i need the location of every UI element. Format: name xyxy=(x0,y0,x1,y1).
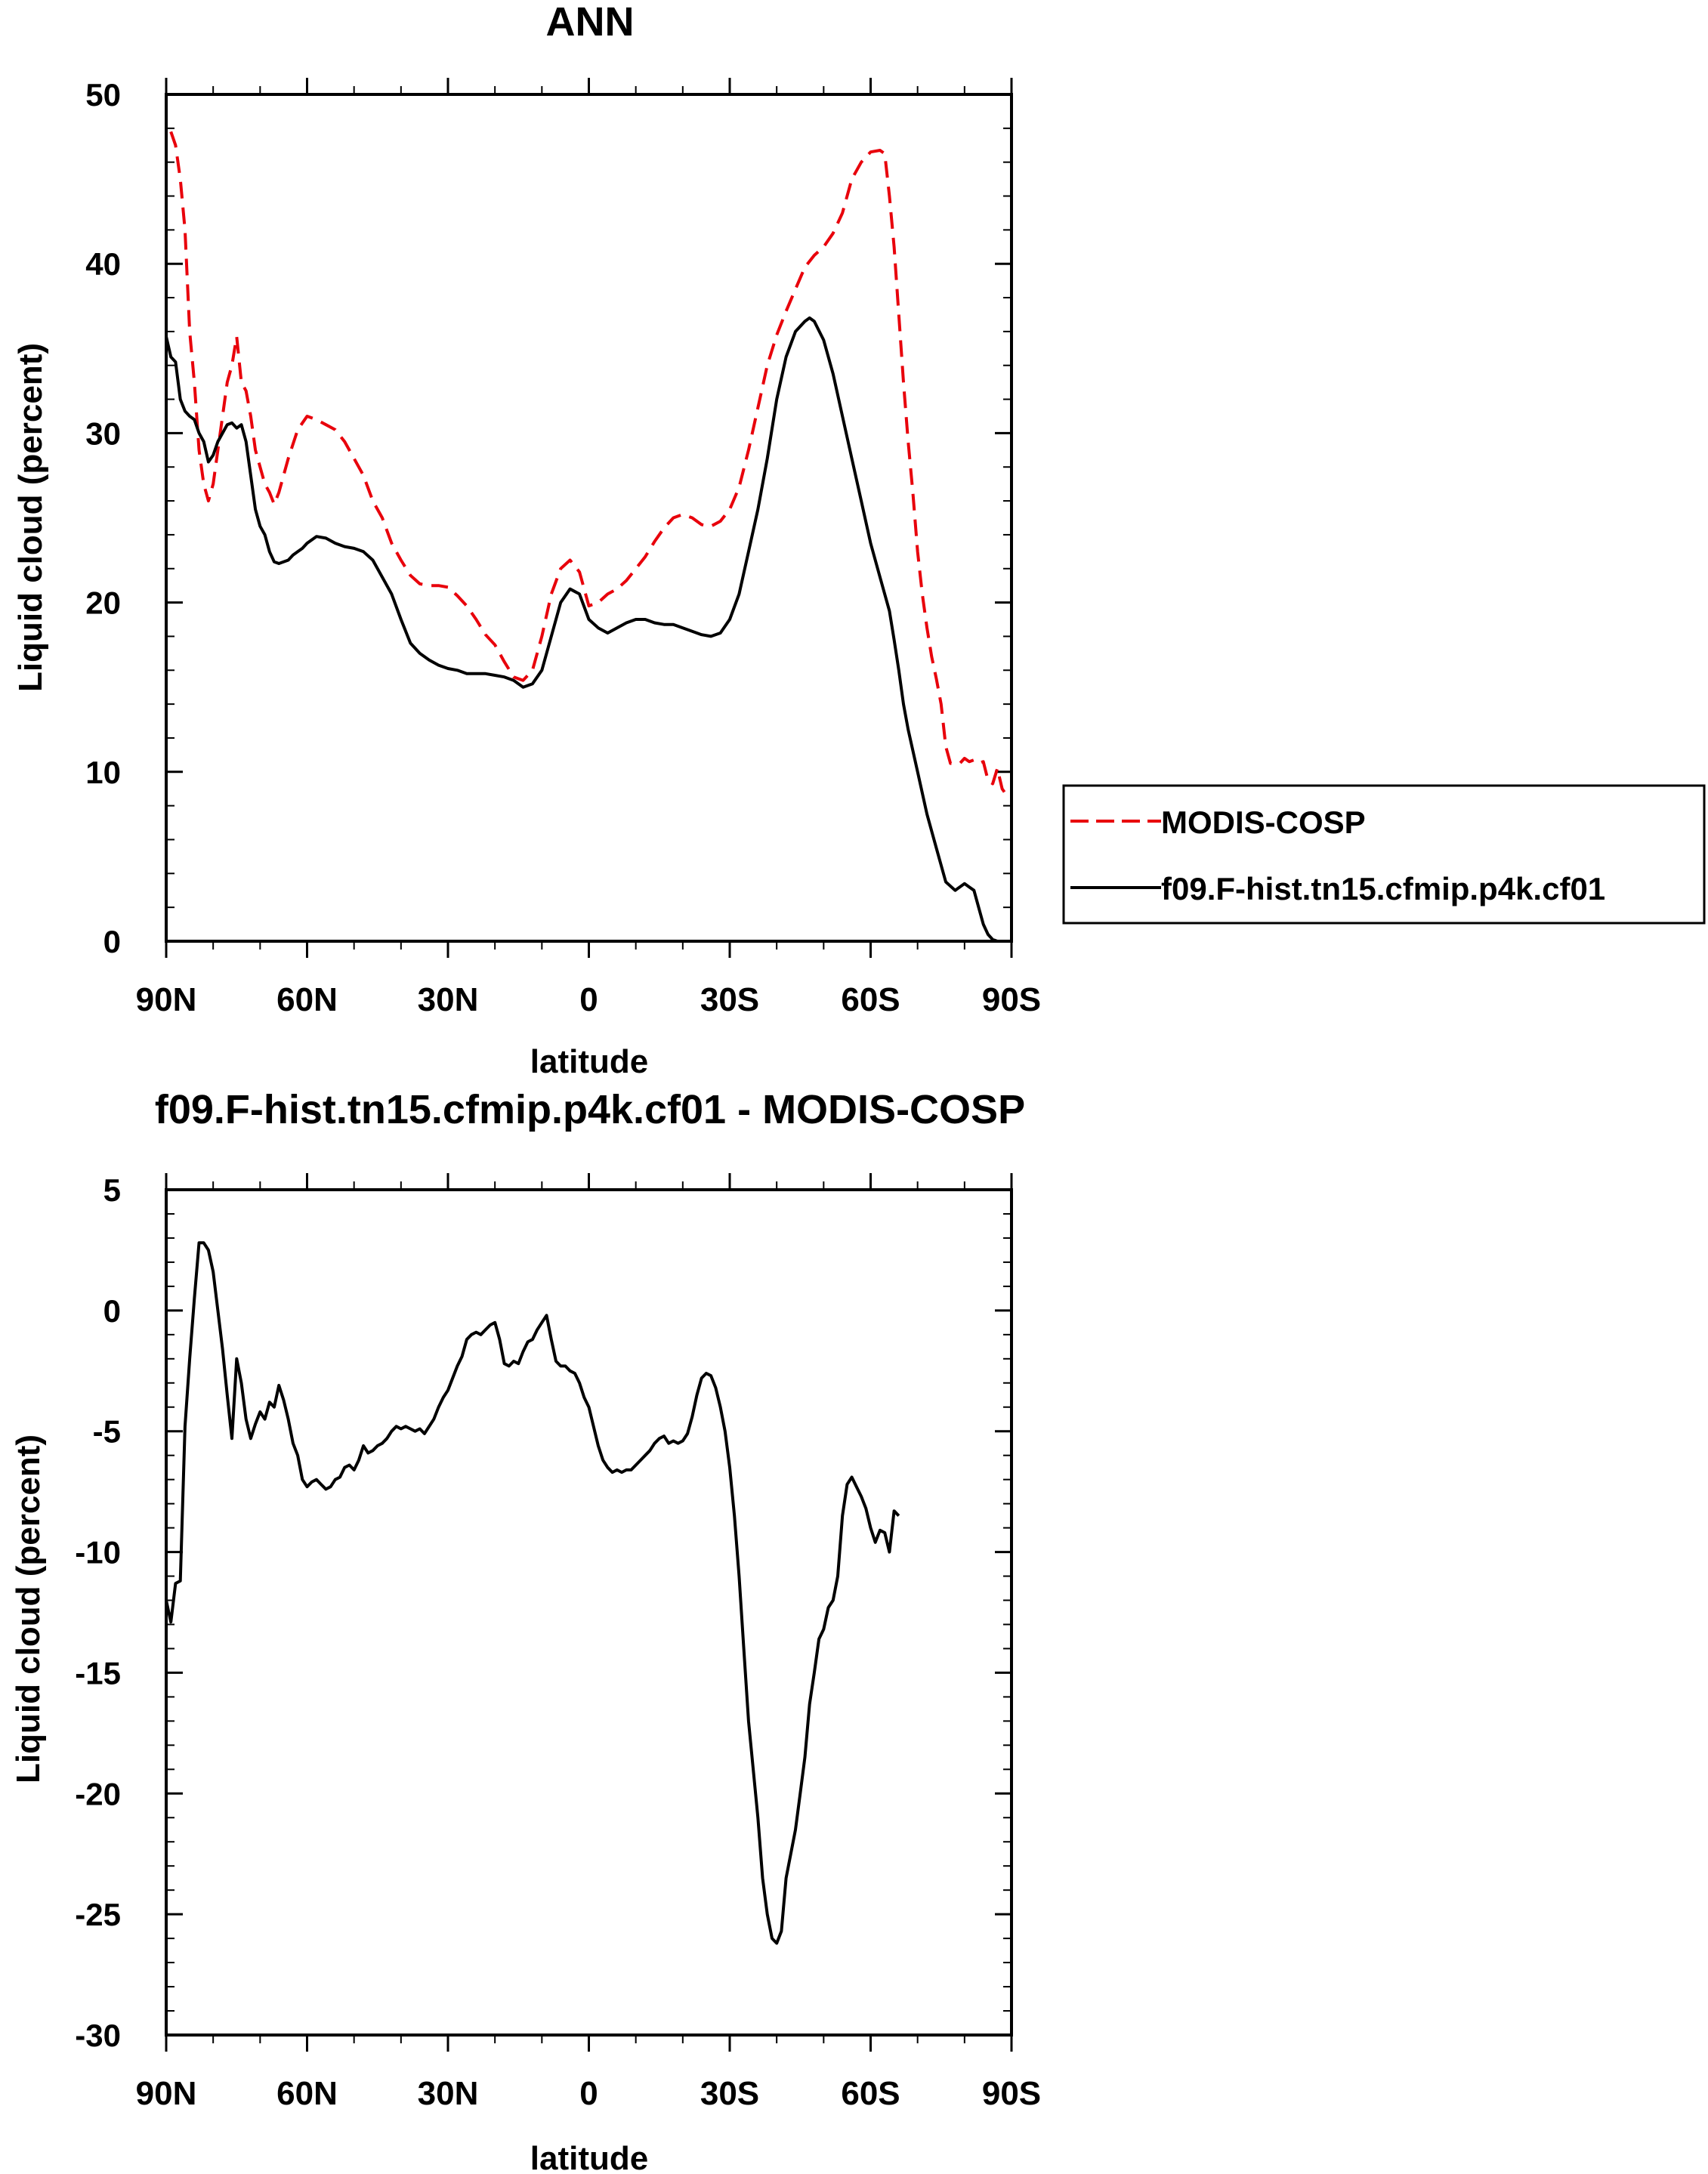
bottom-y-tick-label: 5 xyxy=(103,1172,121,1208)
bottom-x-tick-label: 90N xyxy=(136,2075,197,2112)
bottom-x-tick-label: 60S xyxy=(841,2075,900,2112)
top-chart-y-tick-labels: 0 10 20 30 40 50 xyxy=(85,77,121,959)
top-chart-y-axis-label: Liquid cloud (percent) xyxy=(12,343,49,692)
top-x-tick-label: 30N xyxy=(418,981,479,1018)
top-chart-x-tick-labels: 90N 60N 30N 0 30S 60S 90S xyxy=(136,981,1042,1018)
bottom-y-tick-label: 0 xyxy=(103,1293,121,1329)
top-x-tick-label: 60S xyxy=(841,981,900,1018)
top-chart-series xyxy=(165,131,1008,943)
bottom-chart-series xyxy=(165,1241,900,1945)
top-chart-title: ANN xyxy=(546,0,635,45)
bottom-chart-y-axis-label: Liquid cloud (percent) xyxy=(10,1434,47,1783)
bottom-y-tick-label: -10 xyxy=(75,1535,121,1570)
legend-label-model: f09.F-hist.tn15.cfmip.p4k.cf01 xyxy=(1161,871,1605,906)
bottom-x-tick-label: 0 xyxy=(579,2075,598,2112)
top-series-line-1 xyxy=(165,316,1007,943)
top-y-tick-label: 50 xyxy=(85,77,121,113)
top-x-tick-label: 30S xyxy=(700,981,759,1018)
bottom-chart-ticks xyxy=(165,1173,1013,2052)
top-chart-plot-frame xyxy=(165,93,1013,943)
top-series-line-0 xyxy=(169,131,1008,797)
top-chart-legend: MODIS-COSP f09.F-hist.tn15.cfmip.p4k.cf0… xyxy=(1062,784,1706,925)
top-x-tick-label: 60N xyxy=(276,981,338,1018)
bottom-chart-title: f09.F-hist.tn15.cfmip.p4k.cf01 - MODIS-C… xyxy=(155,1087,1025,1132)
bottom-x-tick-label: 30N xyxy=(418,2075,479,2112)
bottom-y-tick-label: -30 xyxy=(75,2018,121,2053)
bottom-chart-plot-frame xyxy=(165,1188,1013,2037)
top-chart-x-axis-label: latitude xyxy=(530,1043,648,1080)
bottom-y-tick-label: -20 xyxy=(75,1776,121,1811)
legend-box xyxy=(1062,784,1706,925)
bottom-x-tick-label: 60N xyxy=(276,2075,338,2112)
top-x-tick-label: 90S xyxy=(982,981,1041,1018)
top-x-tick-label: 0 xyxy=(579,981,598,1018)
top-x-tick-label: 90N xyxy=(136,981,197,1018)
top-y-tick-label: 30 xyxy=(85,415,121,451)
top-y-tick-label: 40 xyxy=(85,246,121,282)
bottom-y-tick-label: -25 xyxy=(75,1897,121,1932)
bottom-chart-y-tick-labels: -30 -25 -20 -15 -10 -5 0 5 xyxy=(75,1172,121,2053)
bottom-series-line-0 xyxy=(165,1241,900,1945)
bottom-x-tick-label: 30S xyxy=(700,2075,759,2112)
bottom-y-tick-label: -5 xyxy=(93,1414,121,1450)
top-y-tick-label: 10 xyxy=(85,755,121,790)
top-chart-ticks xyxy=(165,78,1013,958)
top-y-tick-label: 0 xyxy=(103,924,121,959)
legend-label-modis-cosp: MODIS-COSP xyxy=(1161,804,1366,840)
bottom-chart-x-tick-labels: 90N 60N 30N 0 30S 60S 90S xyxy=(136,2075,1042,2112)
top-y-tick-label: 20 xyxy=(85,585,121,621)
bottom-x-tick-label: 90S xyxy=(982,2075,1041,2112)
bottom-y-tick-label: -15 xyxy=(75,1655,121,1691)
bottom-chart-x-axis-label: latitude xyxy=(530,2140,648,2174)
